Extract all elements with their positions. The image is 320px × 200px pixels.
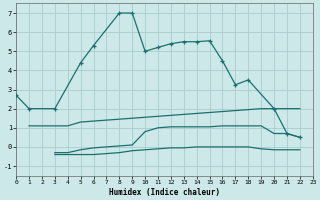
X-axis label: Humidex (Indice chaleur): Humidex (Indice chaleur) [109,188,220,197]
